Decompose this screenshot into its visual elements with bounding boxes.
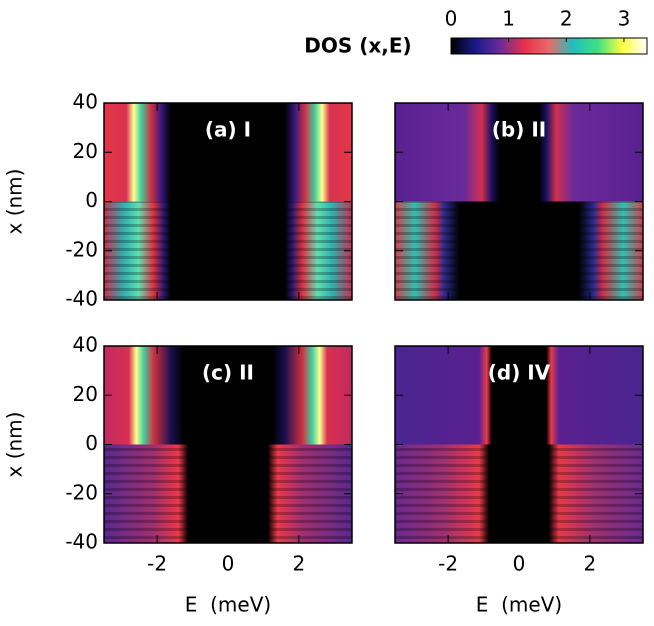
y-tick-label: -20 (65, 480, 98, 504)
y-tick-label: 40 (73, 90, 98, 114)
heatmap-texture (104, 201, 352, 300)
panel-title: (b) II (492, 118, 546, 142)
y-axis-label: x (nm) (3, 412, 27, 478)
y-axis-label: x (nm) (3, 169, 27, 235)
heatmap-top (104, 103, 352, 202)
colorbar-tick-label: 2 (560, 7, 573, 31)
x-tick-label: 2 (292, 552, 305, 576)
panel-title: (c) II (202, 361, 254, 385)
x-tick-label: 2 (583, 552, 596, 576)
colorbar-tick-label: 0 (445, 7, 458, 31)
panel: (a) I -40 -20 0 20 40 x (nm) (3, 90, 353, 311)
panel-title: (a) I (205, 118, 251, 142)
y-tick-label: 0 (85, 188, 98, 212)
colorbar-tick-label: 3 (618, 7, 631, 31)
heatmap-texture (395, 444, 643, 543)
x-tick-label: 0 (222, 552, 235, 576)
heatmap-texture (104, 444, 352, 543)
y-tick-label: -40 (65, 530, 98, 554)
panel-title: (d) IV (488, 361, 551, 385)
x-axis-label: E (meV) (476, 593, 562, 617)
panel: (d) IV -2 0 2 E (meV) (394, 345, 644, 617)
heatmap-top (395, 103, 643, 202)
y-tick-label: 20 (73, 139, 98, 163)
colorbar-label: DOS (x,E) (304, 34, 411, 58)
x-tick-label: 0 (513, 552, 526, 576)
y-tick-label: 0 (85, 431, 98, 455)
colorbar (450, 37, 648, 55)
heatmap-texture (395, 201, 643, 300)
y-tick-label: -40 (65, 287, 98, 311)
panel: (b) II (394, 102, 644, 301)
y-tick-label: 20 (73, 382, 98, 406)
x-tick-label: -2 (147, 552, 167, 576)
y-tick-label: -20 (65, 237, 98, 261)
colorbar-tick-label: 1 (502, 7, 515, 31)
x-tick-label: -2 (438, 552, 458, 576)
y-tick-label: 40 (73, 333, 98, 357)
x-axis-label: E (meV) (185, 593, 271, 617)
heatmap-top (395, 346, 643, 445)
heatmap-top (104, 346, 352, 445)
